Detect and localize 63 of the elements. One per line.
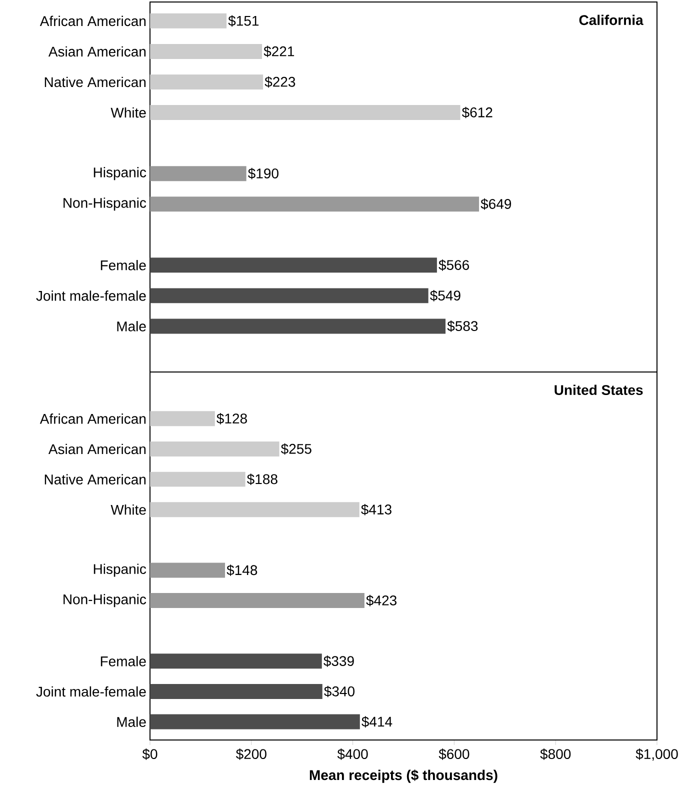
- data-label: $340: [324, 686, 355, 698]
- data-label: $423: [366, 594, 397, 606]
- data-label: $339: [324, 656, 354, 667]
- text: California: [579, 14, 644, 26]
- data-label: $221: [264, 46, 294, 58]
- x-tick-label: $800: [540, 748, 571, 760]
- y-tick-label: African American: [40, 16, 146, 26]
- data-label: $148: [226, 564, 258, 576]
- data-label: $413: [361, 504, 392, 516]
- data-label: $549: [430, 290, 460, 302]
- data-label: $566: [438, 259, 470, 271]
- y-tick-label: Hispanic: [94, 564, 146, 577]
- bar: [150, 196, 480, 212]
- bar: [150, 502, 360, 518]
- data-label: $612: [462, 106, 492, 118]
- y-tick-label: White: [110, 107, 146, 118]
- bar: [150, 714, 360, 730]
- y-tick-label: Asian American: [48, 444, 146, 454]
- bar: [150, 318, 446, 334]
- x-tick-label: $200: [236, 748, 266, 760]
- y-tick-label: Female: [100, 656, 146, 666]
- data-label: $190: [248, 168, 278, 180]
- bar: [150, 105, 460, 120]
- x-axis-title: Mean receipts ($ thousands): [310, 770, 498, 783]
- data-label: $255: [280, 443, 312, 455]
- data-label: $583: [447, 320, 478, 332]
- y-tick-label: White: [110, 504, 146, 515]
- data-label: $649: [480, 198, 512, 210]
- bar: [150, 654, 322, 669]
- y-tick-label: Non-Hispanic: [64, 594, 146, 608]
- y-tick-label: Male: [117, 321, 146, 332]
- x-tick-label: $0: [142, 748, 158, 760]
- y-tick-label: Non-Hispanic: [64, 198, 146, 211]
- y-tick-label: Native American: [44, 76, 146, 88]
- y-tick-label: Native American: [44, 474, 146, 484]
- bar: [150, 684, 322, 699]
- bar: [150, 44, 262, 59]
- y-tick-label: Joint male-female: [36, 290, 146, 301]
- x-tick-label: $1,000: [636, 748, 678, 761]
- bar: [150, 411, 215, 426]
- x-tick-label: $600: [438, 748, 470, 760]
- bar: [150, 74, 264, 90]
- y-tick-label: Hispanic: [94, 167, 146, 180]
- bar: [150, 288, 428, 304]
- y-tick-label: Female: [100, 260, 146, 270]
- text: United States: [554, 384, 643, 396]
- y-tick-label: Male: [117, 716, 146, 727]
- bar: [150, 562, 226, 578]
- data-label: $414: [362, 716, 392, 728]
- x-tick-label: $400: [337, 748, 368, 760]
- y-tick-label: Joint male-female: [36, 686, 146, 697]
- y-tick-label: Asian American: [48, 46, 146, 57]
- bar: [150, 258, 437, 273]
- data-label: $128: [216, 413, 247, 424]
- bar: [150, 166, 246, 182]
- bar: [150, 13, 227, 28]
- data-label: $188: [247, 474, 278, 485]
- bar: [150, 593, 364, 608]
- data-label: $151: [228, 15, 259, 27]
- bar: [150, 472, 246, 487]
- data-label: $223: [264, 76, 296, 88]
- bar: [150, 441, 280, 456]
- y-tick-label: African American: [40, 414, 146, 424]
